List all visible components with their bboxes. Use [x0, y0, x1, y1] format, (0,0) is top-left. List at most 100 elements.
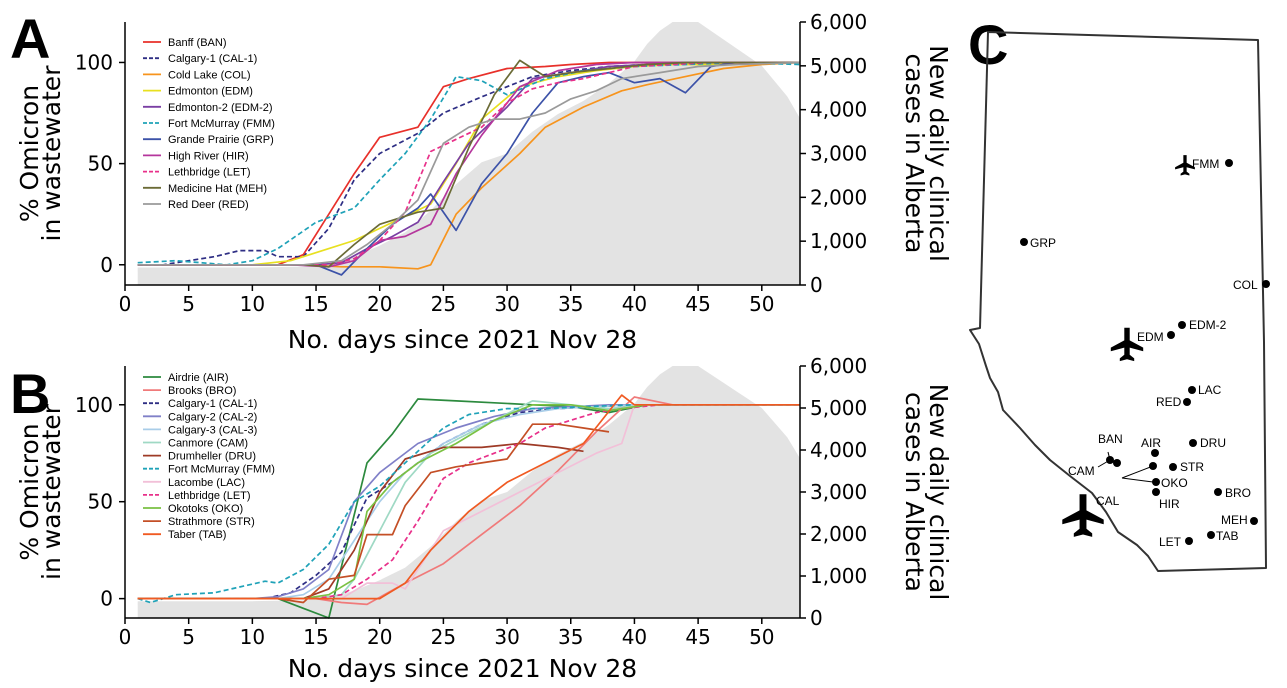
x-tick-label-40-a: 40: [622, 292, 647, 316]
legend-label-grande-prairie-grp-a: Grande Prairie (GRP): [168, 134, 274, 146]
y-left-tick-label-50-a: 50: [88, 152, 113, 176]
x-tick-label-0-a: 0: [119, 292, 132, 316]
x-tick-label-50-b: 50: [749, 625, 774, 649]
site-dot-col: [1262, 280, 1270, 288]
site-label-col: COL: [1233, 278, 1258, 292]
y-left-tick-label-100-b: 100: [75, 393, 113, 417]
site-dot-oko: [1152, 478, 1160, 486]
site-dot-fmm: [1225, 159, 1233, 167]
y-right-title-line1-a: New daily clinical: [924, 45, 953, 262]
site-dot-hir: [1152, 488, 1160, 496]
site-dot-lac: [1188, 386, 1196, 394]
panel-letter-b: B: [10, 362, 50, 425]
y-right-tick-label-1000-a: 1,000: [810, 229, 867, 253]
site-dot-tab: [1207, 531, 1215, 539]
site-label-red: RED: [1156, 395, 1182, 409]
y-right-tick-label-6000-a: 6,000: [810, 10, 867, 34]
site-dot-air: [1151, 449, 1159, 457]
site-dot-meh: [1250, 517, 1258, 525]
site-label-bro: BRO: [1225, 486, 1251, 500]
site-label-grp: GRP: [1030, 236, 1056, 250]
site-dot-cam: [1113, 459, 1121, 467]
y-right-tick-label-3000-a: 3,000: [810, 142, 867, 166]
x-tick-label-25-a: 25: [431, 292, 456, 316]
site-dot-bro: [1214, 488, 1222, 496]
site-dot-grp: [1020, 238, 1028, 246]
x-tick-label-0-b: 0: [119, 625, 132, 649]
chart-panel-a: 0 5 10 15 20 25 30 35 40 45 50 0 50 100 0 1,000 2,000 3,0…: [15, 10, 953, 354]
legend-label-edmonton-edm-a: Edmonton (EDM): [168, 86, 253, 98]
legend-label-fort-mcmurray-fmm-b: Fort McMurray (FMM): [168, 464, 275, 476]
x-tick-label-35-b: 35: [558, 625, 583, 649]
series-line-grande-prairie-grp-a: [137, 61, 800, 276]
legend-label-airdrie-air-b: Airdrie (AIR): [168, 372, 229, 384]
y-left-tick-label-100-a: 100: [75, 50, 113, 74]
site-label-hir: HIR: [1159, 497, 1180, 511]
series-line-cold-lake-col-a: [137, 61, 801, 270]
airport-icon-fmm: [1175, 155, 1195, 176]
y-left-tick-label-0-a: 0: [100, 253, 113, 277]
y-left-title-line1-b: % Omicron: [15, 423, 44, 560]
series-line-red-deer-red-a: [137, 61, 801, 266]
series-line-lethbridge-let-a: [137, 61, 800, 266]
site-label-meh: MEH: [1221, 513, 1248, 527]
y-left-title-line2-a: in wastewater: [37, 65, 66, 242]
x-tick-label-45-a: 45: [685, 292, 710, 316]
site-label-ban: BAN: [1098, 432, 1123, 446]
y-right-tick-label-3000-b: 3,000: [810, 480, 867, 504]
legend-label-red-deer-red-a: Red Deer (RED): [168, 199, 249, 211]
site-dot-dru: [1189, 439, 1197, 447]
legend-label-calgary-1-cal-1-b: Calgary-1 (CAL-1): [168, 398, 257, 410]
y-right-tick-label-5000-a: 5,000: [810, 54, 867, 78]
legend-label-lethbridge-let-a: Lethbridge (LET): [168, 167, 251, 179]
site-label-lac: LAC: [1198, 383, 1222, 397]
y-right-title-line2-b: cases in Alberta: [900, 392, 929, 592]
site-dot-red: [1183, 398, 1191, 406]
y-right-title-line1-b: New daily clinical: [924, 384, 953, 601]
site-label-let: LET: [1159, 535, 1182, 549]
site-label-str: STR: [1180, 460, 1204, 474]
legend-label-calgary-3-cal-3-b: Calgary-3 (CAL-3): [168, 424, 257, 436]
y-right-tick-label-0-b: 0: [810, 606, 823, 630]
y-right-tick-label-5000-b: 5,000: [810, 396, 867, 420]
alberta-outline: [969, 31, 1267, 572]
site-dot-ban: [1106, 456, 1114, 464]
cases-area-b: [137, 366, 800, 618]
site-label-edm: EDM: [1137, 330, 1164, 344]
y-right-tick-label-4000-b: 4,000: [810, 438, 867, 462]
legend-label-calgary-1-cal-1-a: Calgary-1 (CAL-1): [168, 53, 257, 65]
x-tick-label-50-a: 50: [749, 292, 774, 316]
series-line-taber-tab-b: [137, 394, 800, 600]
y-right-tick-label-4000-a: 4,000: [810, 98, 867, 122]
legend-label-banff-ban-a: Banff (BAN): [168, 37, 227, 49]
x-tick-label-20-b: 20: [367, 625, 392, 649]
x-tick-label-15-a: 15: [303, 292, 328, 316]
x-tick-label-5-b: 5: [182, 625, 195, 649]
y-right-tick-label-1000-b: 1,000: [810, 564, 867, 588]
site-label-dru: DRU: [1200, 436, 1226, 450]
site-dot-let: [1185, 537, 1193, 545]
x-tick-label-10-a: 10: [240, 292, 265, 316]
y-right-tick-label-2000-a: 2,000: [810, 185, 867, 209]
x-tick-label-5-a: 5: [182, 292, 195, 316]
legend-label-drumheller-dru-b: Drumheller (DRU): [168, 451, 256, 463]
legend-label-lethbridge-let-b: Lethbridge (LET): [168, 490, 251, 502]
site-label-tab: TAB: [1216, 529, 1238, 543]
x-tick-label-30-b: 30: [494, 625, 519, 649]
x-tick-label-40-b: 40: [622, 625, 647, 649]
y-right-tick-label-2000-b: 2,000: [810, 522, 867, 546]
site-dot-cal: [1149, 462, 1157, 470]
x-tick-label-25-b: 25: [431, 625, 456, 649]
x-tick-label-15-b: 15: [303, 625, 328, 649]
connector-line-cal-a: [1121, 465, 1154, 479]
site-dot-edm2: [1178, 321, 1186, 329]
y-left-tick-label-50-b: 50: [88, 490, 113, 514]
x-tick-label-45-b: 45: [685, 625, 710, 649]
x-tick-label-35-a: 35: [558, 292, 583, 316]
legend-label-medicine-hat-meh-a: Medicine Hat (MEH): [168, 183, 267, 195]
legend-label-okotoks-oko-b: Okotoks (OKO): [168, 503, 243, 515]
site-label-fmm: FMM: [1192, 157, 1219, 171]
site-label-cal: CAL: [1096, 494, 1120, 508]
airport-icon-cal: [1062, 494, 1104, 537]
